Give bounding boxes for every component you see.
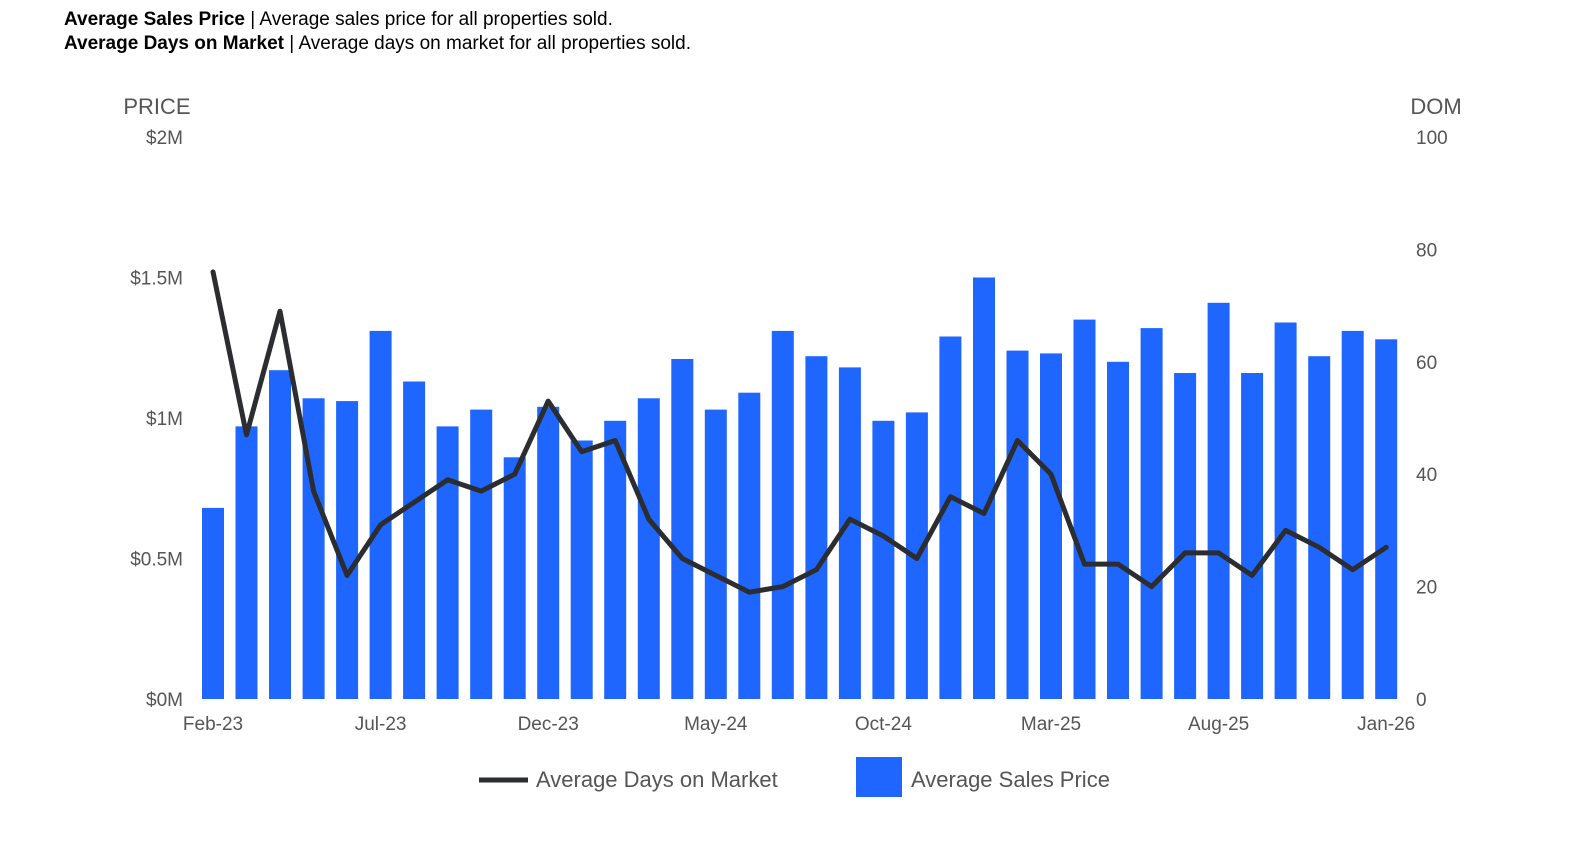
bar-Dec-23 [537, 406, 560, 699]
description-line-price: Average Sales Price | Average sales pric… [64, 8, 691, 32]
bar-Jun-25 [1140, 328, 1163, 699]
right-axis-ticks: 0 20 40 60 80 100 [1416, 128, 1448, 711]
bar-Nov-25 [1308, 356, 1331, 699]
bar-Mar-23 [235, 426, 258, 699]
x-tick-label: Jul-23 [355, 714, 407, 735]
legend: Average Days on Market Average Sales Pri… [479, 757, 1110, 797]
right-axis-title: DOM [1410, 94, 1461, 119]
left-tick-label: $0M [146, 690, 183, 711]
x-tick-label: Mar-25 [1021, 714, 1081, 735]
left-tick-label: $1.5M [130, 269, 183, 290]
right-tick-label: 60 [1416, 353, 1437, 374]
bar-Oct-24 [872, 420, 895, 699]
left-tick-label: $1M [146, 409, 183, 430]
legend-bar-swatch [856, 757, 902, 797]
bar-series [202, 277, 1398, 699]
bar-Jun-23 [336, 401, 359, 699]
left-tick-label: $0.5M [130, 550, 183, 571]
right-tick-label: 80 [1416, 240, 1437, 261]
left-axis-title: PRICE [123, 94, 190, 119]
right-tick-label: 40 [1416, 465, 1437, 486]
bar-Sep-23 [436, 426, 459, 699]
right-tick-label: 20 [1416, 578, 1437, 599]
bar-Dec-24 [939, 336, 962, 699]
legend-label-price: Average Sales Price [911, 767, 1110, 792]
chart-description: Average Sales Price | Average sales pric… [64, 8, 691, 56]
bar-Jan-24 [570, 440, 593, 699]
dom-title: Average Days on Market [64, 33, 285, 54]
bar-Feb-25 [1006, 350, 1029, 699]
bar-Jul-24 [771, 330, 794, 699]
bar-Nov-23 [503, 457, 526, 699]
bar-Oct-23 [470, 409, 493, 699]
line-series [210, 269, 1389, 595]
bar-Jul-25 [1174, 373, 1197, 699]
description-line-dom: Average Days on Market | Average days on… [64, 32, 691, 56]
x-tick-label: Oct-24 [855, 714, 912, 735]
x-axis-ticks: Feb-23 Jul-23 Dec-23 May-24 Oct-24 Mar-25 Aug-… [183, 714, 1415, 735]
bar-May-25 [1107, 361, 1129, 699]
x-tick-label: Jan-26 [1357, 714, 1415, 735]
bar-May-24 [704, 409, 727, 699]
bar-Mar-25 [1040, 353, 1062, 699]
bar-Sep-25 [1241, 373, 1264, 699]
legend-label-dom: Average Days on Market [536, 767, 778, 792]
bar-Feb-23 [202, 507, 224, 699]
x-tick-label: May-24 [684, 714, 748, 735]
bar-Sep-24 [838, 367, 861, 699]
bar-Jan-25 [973, 277, 995, 699]
bar-Feb-24 [604, 420, 627, 699]
bar-Mar-24 [637, 398, 660, 699]
x-tick-label: Dec-23 [518, 714, 579, 735]
bar-Jan-26 [1375, 339, 1398, 699]
bar-Aug-23 [403, 381, 426, 699]
left-tick-label: $2M [146, 128, 183, 149]
x-tick-label: Aug-25 [1188, 714, 1249, 735]
bar-Aug-24 [805, 356, 828, 699]
right-tick-label: 0 [1416, 690, 1427, 711]
left-axis-ticks: $0M $0.5M $1M $1.5M $2M [130, 128, 183, 711]
bar-Apr-23 [269, 370, 291, 699]
dom-description: | Average days on market for all propert… [284, 33, 691, 54]
bar-Oct-25 [1274, 322, 1297, 699]
price-description: | Average sales price for all properties… [244, 9, 613, 30]
price-title: Average Sales Price [64, 9, 245, 30]
bar-Jul-23 [369, 330, 392, 699]
bar-Dec-25 [1341, 330, 1364, 699]
bar-Apr-24 [671, 359, 694, 699]
bar-Jun-24 [738, 392, 761, 699]
dom-line [210, 269, 1389, 595]
bar-Apr-25 [1073, 319, 1096, 699]
x-tick-label: Feb-23 [183, 714, 243, 735]
bar-Aug-25 [1207, 302, 1230, 699]
right-tick-label: 100 [1416, 128, 1448, 149]
